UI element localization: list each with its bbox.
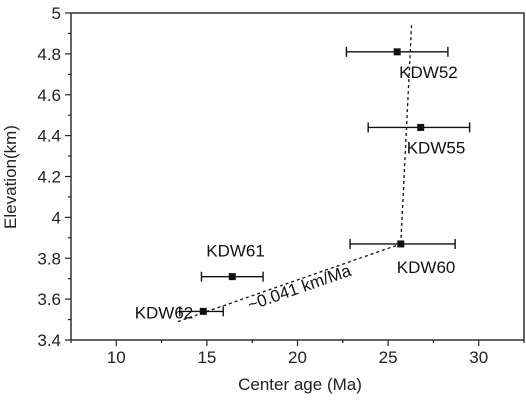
- point-label-kdw60: KDW60: [397, 258, 456, 277]
- y-tick-label-4: 4: [52, 208, 61, 227]
- y-tick-label-3.4: 3.4: [37, 331, 61, 350]
- y-tick-label-5: 5: [52, 4, 61, 23]
- y-tick-label-4.8: 4.8: [37, 45, 61, 64]
- axes: 10 15 20 25 30 3.4 3.6 3.8 4 4.2 4.4 4.6 4.8 5: [37, 4, 525, 367]
- point-label-kdw55: KDW55: [407, 138, 466, 157]
- x-axis-title: Center age (Ma): [238, 375, 362, 394]
- point-label-kdw61: KDW61: [206, 242, 265, 261]
- point-labels: KDW52 KDW55 KDW60 KDW61 KDW62 ~0.041 km/Ma: [135, 63, 466, 323]
- y-tick-label-4.6: 4.6: [37, 86, 61, 105]
- y-tick-label-4.2: 4.2: [37, 168, 61, 187]
- marker-kdw52: [393, 48, 401, 56]
- trend-line-2: [400, 23, 413, 244]
- slope-annotation: ~0.041 km/Ma: [245, 261, 354, 315]
- point-label-kdw52: KDW52: [399, 63, 458, 82]
- marker-kdw55: [417, 123, 425, 131]
- y-tick-label-3.8: 3.8: [37, 249, 61, 268]
- x-tick-label-15: 15: [197, 348, 216, 367]
- trend-lines: [177, 23, 413, 323]
- y-tick-label-3.6: 3.6: [37, 290, 61, 309]
- x-tick-label-25: 25: [379, 348, 398, 367]
- x-tick-label-30: 30: [469, 348, 488, 367]
- data-markers: [199, 48, 425, 315]
- marker-kdw62: [199, 307, 207, 315]
- y-axis-title: Elevation(km): [1, 125, 20, 229]
- x-tick-label-10: 10: [107, 348, 126, 367]
- marker-kdw60: [397, 240, 405, 248]
- y-tick-label-4.4: 4.4: [37, 127, 61, 146]
- point-label-kdw62: KDW62: [135, 303, 194, 322]
- marker-kdw61: [228, 273, 236, 281]
- x-tick-label-20: 20: [288, 348, 307, 367]
